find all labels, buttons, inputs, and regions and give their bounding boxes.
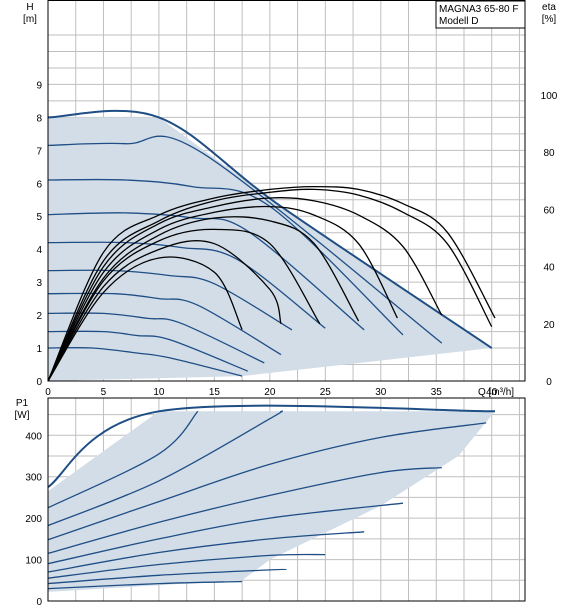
h-tick-label: 3 bbox=[36, 278, 42, 289]
power-curve bbox=[47, 410, 199, 509]
head-curve bbox=[47, 109, 493, 349]
q-tick-label: 35 bbox=[431, 387, 443, 398]
head-panel: 0 5 10 15 20 25 30 35 40 0 1 2 3 4 5 6 7 8 9 0 20 40 60 80 100… bbox=[23, 0, 558, 398]
q-axis-label: Q [m³/h] bbox=[478, 387, 514, 398]
head-curve bbox=[47, 135, 443, 344]
eta-tick-label: 80 bbox=[543, 148, 555, 159]
head-curve bbox=[47, 178, 404, 336]
h-tick-label: 0 bbox=[36, 377, 42, 388]
power-curve bbox=[47, 553, 326, 579]
q-tick-label: 40 bbox=[486, 387, 498, 398]
p1-tick-label: 100 bbox=[25, 556, 42, 567]
eta-tick-label: 40 bbox=[543, 263, 555, 274]
eta-tick-label: 60 bbox=[543, 205, 555, 216]
p1-axis-label-2: [W] bbox=[15, 410, 30, 421]
eta-axis-label-1: eta bbox=[542, 2, 556, 13]
h-tick-label: 8 bbox=[36, 113, 42, 124]
h-tick-label: 5 bbox=[36, 212, 42, 223]
q-tick-label: 0 bbox=[45, 387, 51, 398]
chart-title-line-2: Modell D bbox=[439, 16, 478, 27]
h-tick-label: 9 bbox=[36, 80, 42, 91]
p1-tick-label: 200 bbox=[25, 514, 42, 525]
power-curve bbox=[47, 580, 243, 590]
power-curve bbox=[47, 404, 496, 488]
q-tick-label: 25 bbox=[320, 387, 332, 398]
head-curve bbox=[47, 330, 248, 372]
head-curve bbox=[47, 346, 243, 377]
h-tick-label: 6 bbox=[36, 179, 42, 190]
eta-tick-label: 20 bbox=[543, 320, 555, 331]
efficiency-curve bbox=[47, 240, 282, 382]
eta-ticks: 0 20 40 60 80 100 bbox=[541, 91, 558, 388]
power-curve bbox=[47, 531, 365, 573]
power-curve bbox=[47, 502, 404, 565]
h-tick-label: 4 bbox=[36, 245, 42, 256]
power-curve bbox=[47, 466, 442, 555]
eta-tick-label: 0 bbox=[546, 377, 552, 388]
q-tick-label: 10 bbox=[153, 387, 165, 398]
power-curves bbox=[47, 404, 496, 590]
head-operating-area bbox=[48, 117, 492, 382]
title-box-frame bbox=[435, 0, 526, 29]
h-axis-label-1: H bbox=[26, 2, 33, 13]
p1-tick-label: 300 bbox=[25, 473, 42, 484]
efficiency-curve bbox=[47, 185, 496, 382]
h-tick-label: 2 bbox=[36, 311, 42, 322]
efficiency-curve bbox=[47, 205, 398, 382]
head-curve bbox=[47, 269, 293, 331]
efficiency-curve bbox=[47, 216, 360, 382]
head-y-ticks: 0 1 2 3 4 5 6 7 8 9 bbox=[36, 80, 42, 388]
power-operating-area bbox=[48, 411, 495, 592]
head-x-ticks: 0 5 10 15 20 25 30 35 40 bbox=[45, 387, 498, 398]
efficiency-curve bbox=[47, 228, 321, 382]
chart-title-line-1: MAGNA3 65-80 F bbox=[439, 4, 518, 15]
head-panel-frame bbox=[47, 0, 526, 382]
q-tick-label: 30 bbox=[375, 387, 387, 398]
power-curve bbox=[47, 568, 287, 585]
power-curve bbox=[47, 410, 283, 527]
head-curve bbox=[47, 212, 365, 331]
efficiency-curve bbox=[47, 188, 493, 382]
eta-tick-label: 100 bbox=[541, 91, 558, 102]
power-panel-frame bbox=[47, 397, 526, 602]
chart-title-box: MAGNA3 65-80 F Modell D bbox=[435, 0, 526, 29]
power-y-ticks: 0 100 200 300 400 bbox=[25, 431, 42, 608]
q-tick-label: 5 bbox=[101, 387, 107, 398]
power-curve bbox=[47, 422, 487, 541]
h-tick-label: 7 bbox=[36, 146, 42, 157]
eta-axis-label-2: [%] bbox=[542, 14, 557, 25]
efficiency-curve bbox=[47, 196, 443, 382]
efficiency-curves bbox=[47, 185, 496, 382]
h-tick-label: 1 bbox=[36, 344, 42, 355]
h-axis-label-2: [m] bbox=[23, 14, 37, 25]
q-tick-label: 20 bbox=[264, 387, 276, 398]
q-tick-label: 15 bbox=[209, 387, 221, 398]
power-panel: 0 100 200 300 400 P1 [W] bbox=[15, 397, 526, 608]
head-curve bbox=[47, 241, 326, 329]
efficiency-curve bbox=[47, 256, 243, 382]
p1-axis-label-1: P1 bbox=[16, 398, 29, 409]
p1-tick-label: 400 bbox=[25, 431, 42, 442]
p1-tick-label: 0 bbox=[36, 597, 42, 608]
